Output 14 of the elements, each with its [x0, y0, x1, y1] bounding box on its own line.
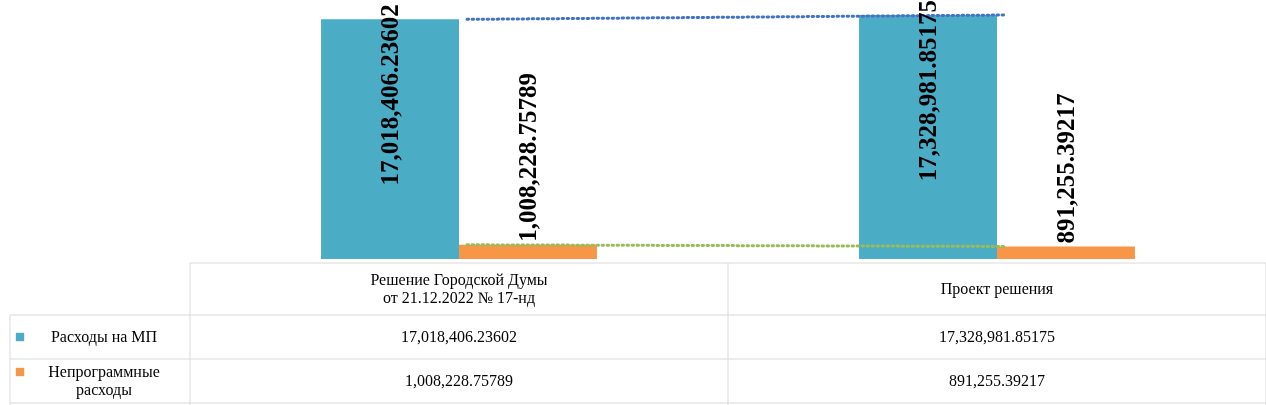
- data-label: 1,008,228.75789: [405, 372, 513, 389]
- bar: [459, 244, 597, 259]
- legend-label: Расходы на МП: [50, 328, 158, 346]
- text: 17,328,981.85175: [914, 0, 942, 182]
- data-label: 17,018,406.23602: [401, 328, 517, 345]
- x-tick-label: Проект решения: [940, 280, 1054, 298]
- text: 1,008,228.75789: [513, 73, 541, 242]
- x-tick-label: Решение Городской Думы от 21.12.2022 № 17-нд: [370, 271, 548, 307]
- legend-label: Непрограммные расходы: [48, 363, 160, 399]
- data-label: 891,255.39217: [949, 372, 1045, 389]
- text: 17,018,406.23602: [376, 4, 404, 186]
- bar: [997, 246, 1135, 259]
- text: 891,255.39217: [1051, 93, 1079, 244]
- data-label: 17,328,981.85175: [939, 328, 1055, 345]
